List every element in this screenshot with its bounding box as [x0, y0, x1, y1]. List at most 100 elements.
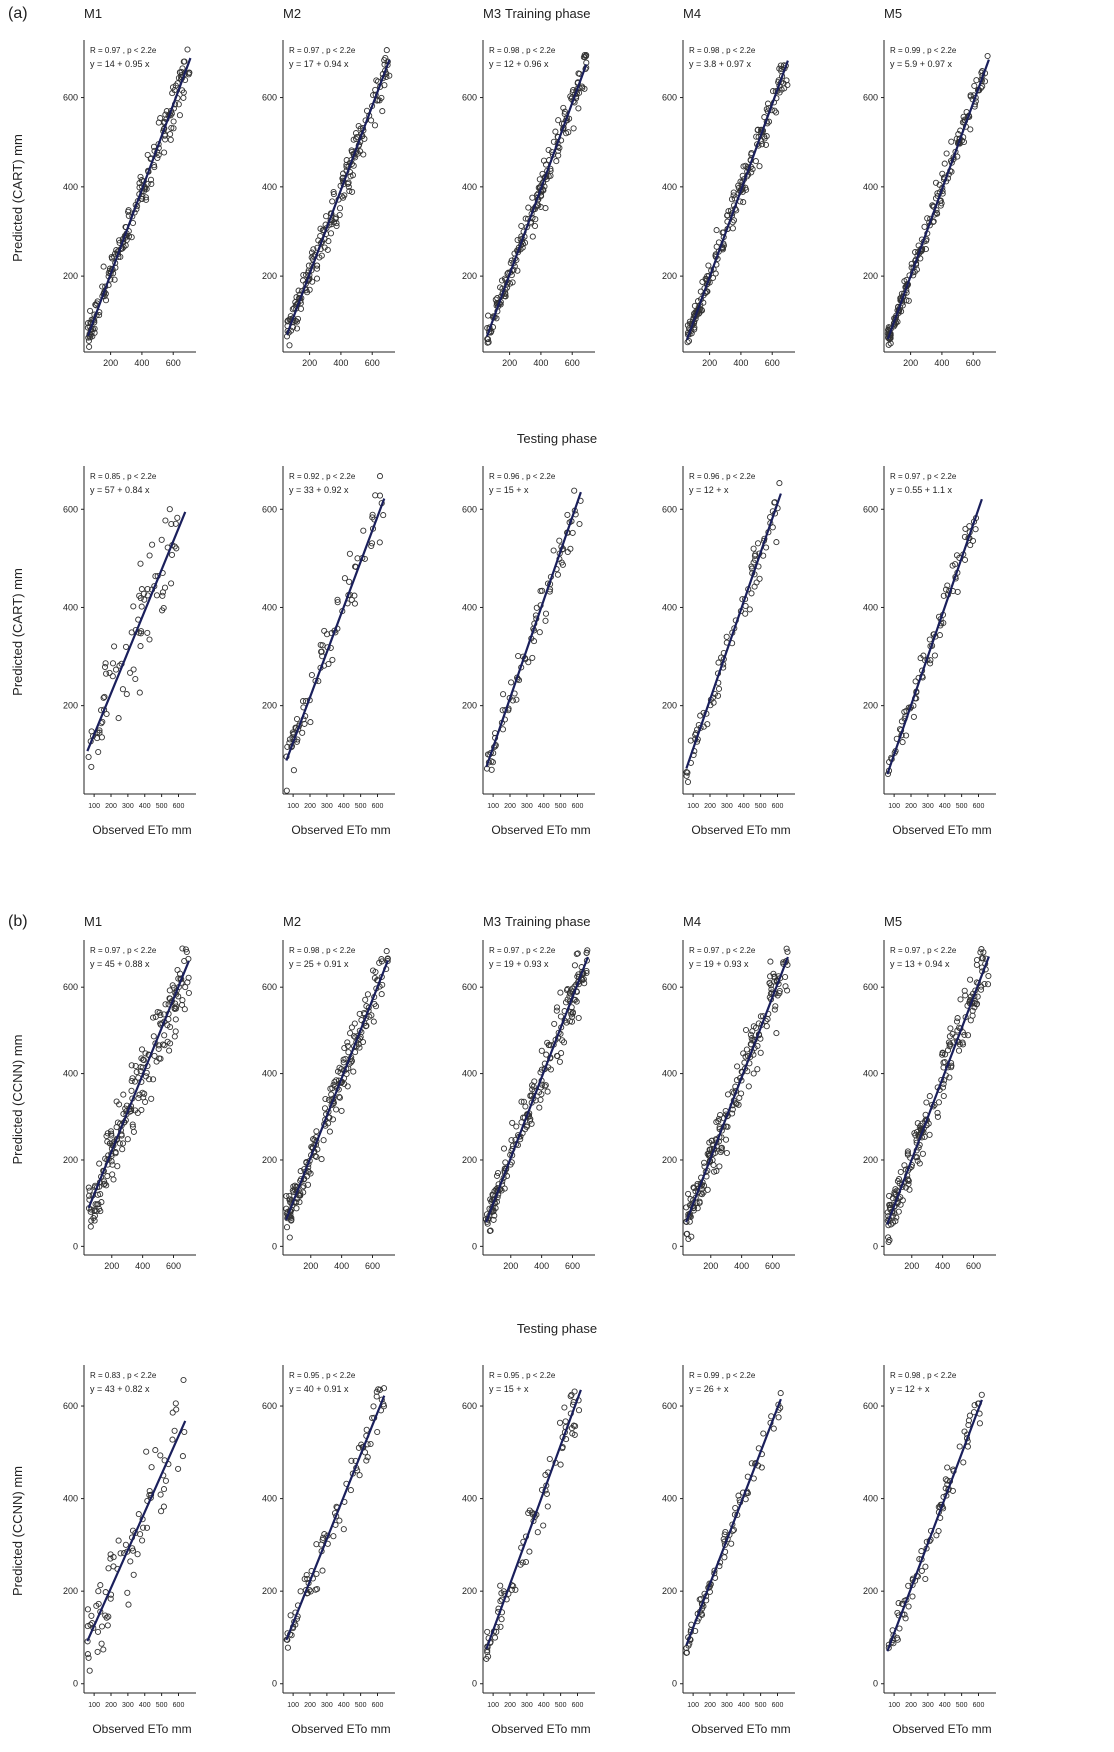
data-point	[137, 560, 144, 567]
data-point	[696, 1199, 703, 1206]
data-point	[539, 170, 546, 177]
data-point	[96, 1160, 103, 1167]
scatter-panel: 0 200 400 600 200 400 600 R = 0.98 , p < 2.2e y …	[262, 940, 395, 1271]
y-tick-label: 400	[262, 602, 277, 612]
data-point	[761, 135, 768, 142]
data-point	[742, 610, 749, 617]
data-point	[158, 1508, 165, 1515]
data-point	[911, 1130, 918, 1137]
x-axis-label: Observed ETo mm	[691, 1722, 790, 1736]
data-point	[86, 1187, 93, 1194]
data-point	[95, 748, 102, 756]
x-tick-label: 200	[503, 1261, 518, 1271]
data-point	[884, 1209, 891, 1216]
data-point	[157, 115, 164, 122]
data-point	[776, 990, 783, 997]
data-point	[346, 550, 353, 557]
y-tick-label: 200	[662, 701, 677, 711]
data-point	[162, 517, 169, 524]
data-point	[313, 1541, 320, 1548]
data-point	[568, 1391, 575, 1398]
x-tick-label: 200	[703, 1261, 718, 1271]
data-point	[341, 1044, 348, 1052]
stat-annotation-equation: y = 0.55 + 1.1 x	[890, 485, 953, 495]
data-point	[334, 599, 341, 606]
data-point	[538, 1047, 545, 1054]
data-point	[711, 1168, 718, 1175]
stat-annotation-equation: y = 13 + 0.94 x	[890, 959, 950, 969]
scatter-panel: 200 400 600 200 400 600 R = 0.99 , p < 2.2e y =…	[863, 40, 996, 368]
data-point	[536, 176, 543, 183]
data-point	[750, 1070, 757, 1077]
data-point	[952, 561, 959, 568]
data-point	[526, 1117, 534, 1124]
data-point	[563, 130, 570, 137]
x-tick-label: 300	[521, 803, 533, 810]
scatter-panel: 0 200 400 600 200 400 600 R = 0.97 , p < 2.2e y …	[863, 940, 996, 1271]
stat-annotation-r: R = 0.98 , p < 2.2e	[890, 1371, 957, 1380]
y-tick-label: 0	[73, 1679, 78, 1689]
y-tick-label: 600	[863, 1401, 878, 1411]
data-point	[561, 108, 568, 115]
data-point	[148, 180, 155, 188]
data-point	[949, 1030, 956, 1038]
y-tick-label: 600	[462, 93, 477, 103]
data-point	[319, 1536, 326, 1543]
data-point	[293, 325, 301, 332]
data-point	[362, 1023, 369, 1030]
data-point	[169, 90, 176, 97]
data-point	[329, 656, 336, 663]
data-point	[536, 1104, 543, 1111]
data-point	[138, 1106, 145, 1114]
data-point	[138, 1055, 145, 1062]
data-point	[330, 1533, 337, 1540]
y-tick-label: 600	[262, 1401, 277, 1411]
data-point	[95, 1600, 102, 1607]
data-point	[91, 1217, 98, 1224]
data-point	[889, 1195, 896, 1202]
data-point	[583, 967, 590, 975]
data-point	[498, 1616, 505, 1623]
y-tick-label: 600	[462, 1401, 477, 1411]
regression-line	[86, 511, 187, 752]
data-point	[312, 1586, 319, 1593]
data-point	[376, 539, 383, 546]
x-tick-label: 100	[687, 803, 699, 810]
data-point	[905, 1603, 912, 1610]
data-point	[926, 1131, 933, 1138]
data-point	[708, 1137, 715, 1144]
data-point	[560, 104, 567, 111]
y-tick-label: 400	[662, 602, 677, 612]
data-point	[122, 643, 130, 650]
data-point	[286, 342, 293, 349]
data-point	[286, 1234, 293, 1241]
data-point	[167, 131, 174, 138]
data-point	[171, 1427, 178, 1434]
data-point	[954, 588, 961, 595]
data-point	[380, 1385, 388, 1392]
x-tick-label: 200	[504, 1702, 516, 1709]
x-axis-label: Observed ETo mm	[92, 1722, 191, 1736]
y-tick-label: 200	[63, 1155, 78, 1165]
data-point	[348, 596, 355, 603]
x-tick-label: 300	[721, 1702, 733, 1709]
data-point	[84, 1623, 91, 1630]
data-point	[87, 307, 94, 314]
data-point	[918, 1567, 925, 1574]
data-point	[102, 1612, 109, 1619]
data-point	[771, 107, 778, 114]
scatter-panel: 0 200 400 600 100 200 300 400 500 600 R = 0.83 , p…	[63, 1365, 196, 1736]
x-tick-label: 400	[333, 358, 348, 368]
data-point	[581, 54, 588, 61]
data-point	[355, 1444, 362, 1451]
data-point	[99, 283, 106, 290]
regression-line	[886, 1399, 983, 1652]
data-point	[181, 957, 188, 965]
data-point	[944, 1464, 951, 1471]
x-tick-label: 200	[303, 1261, 318, 1271]
data-point	[128, 234, 135, 241]
x-axis-label: Observed ETo mm	[691, 823, 790, 837]
x-tick-label: 600	[565, 1261, 580, 1271]
y-tick-label: 600	[462, 504, 477, 514]
data-point	[745, 1083, 752, 1090]
